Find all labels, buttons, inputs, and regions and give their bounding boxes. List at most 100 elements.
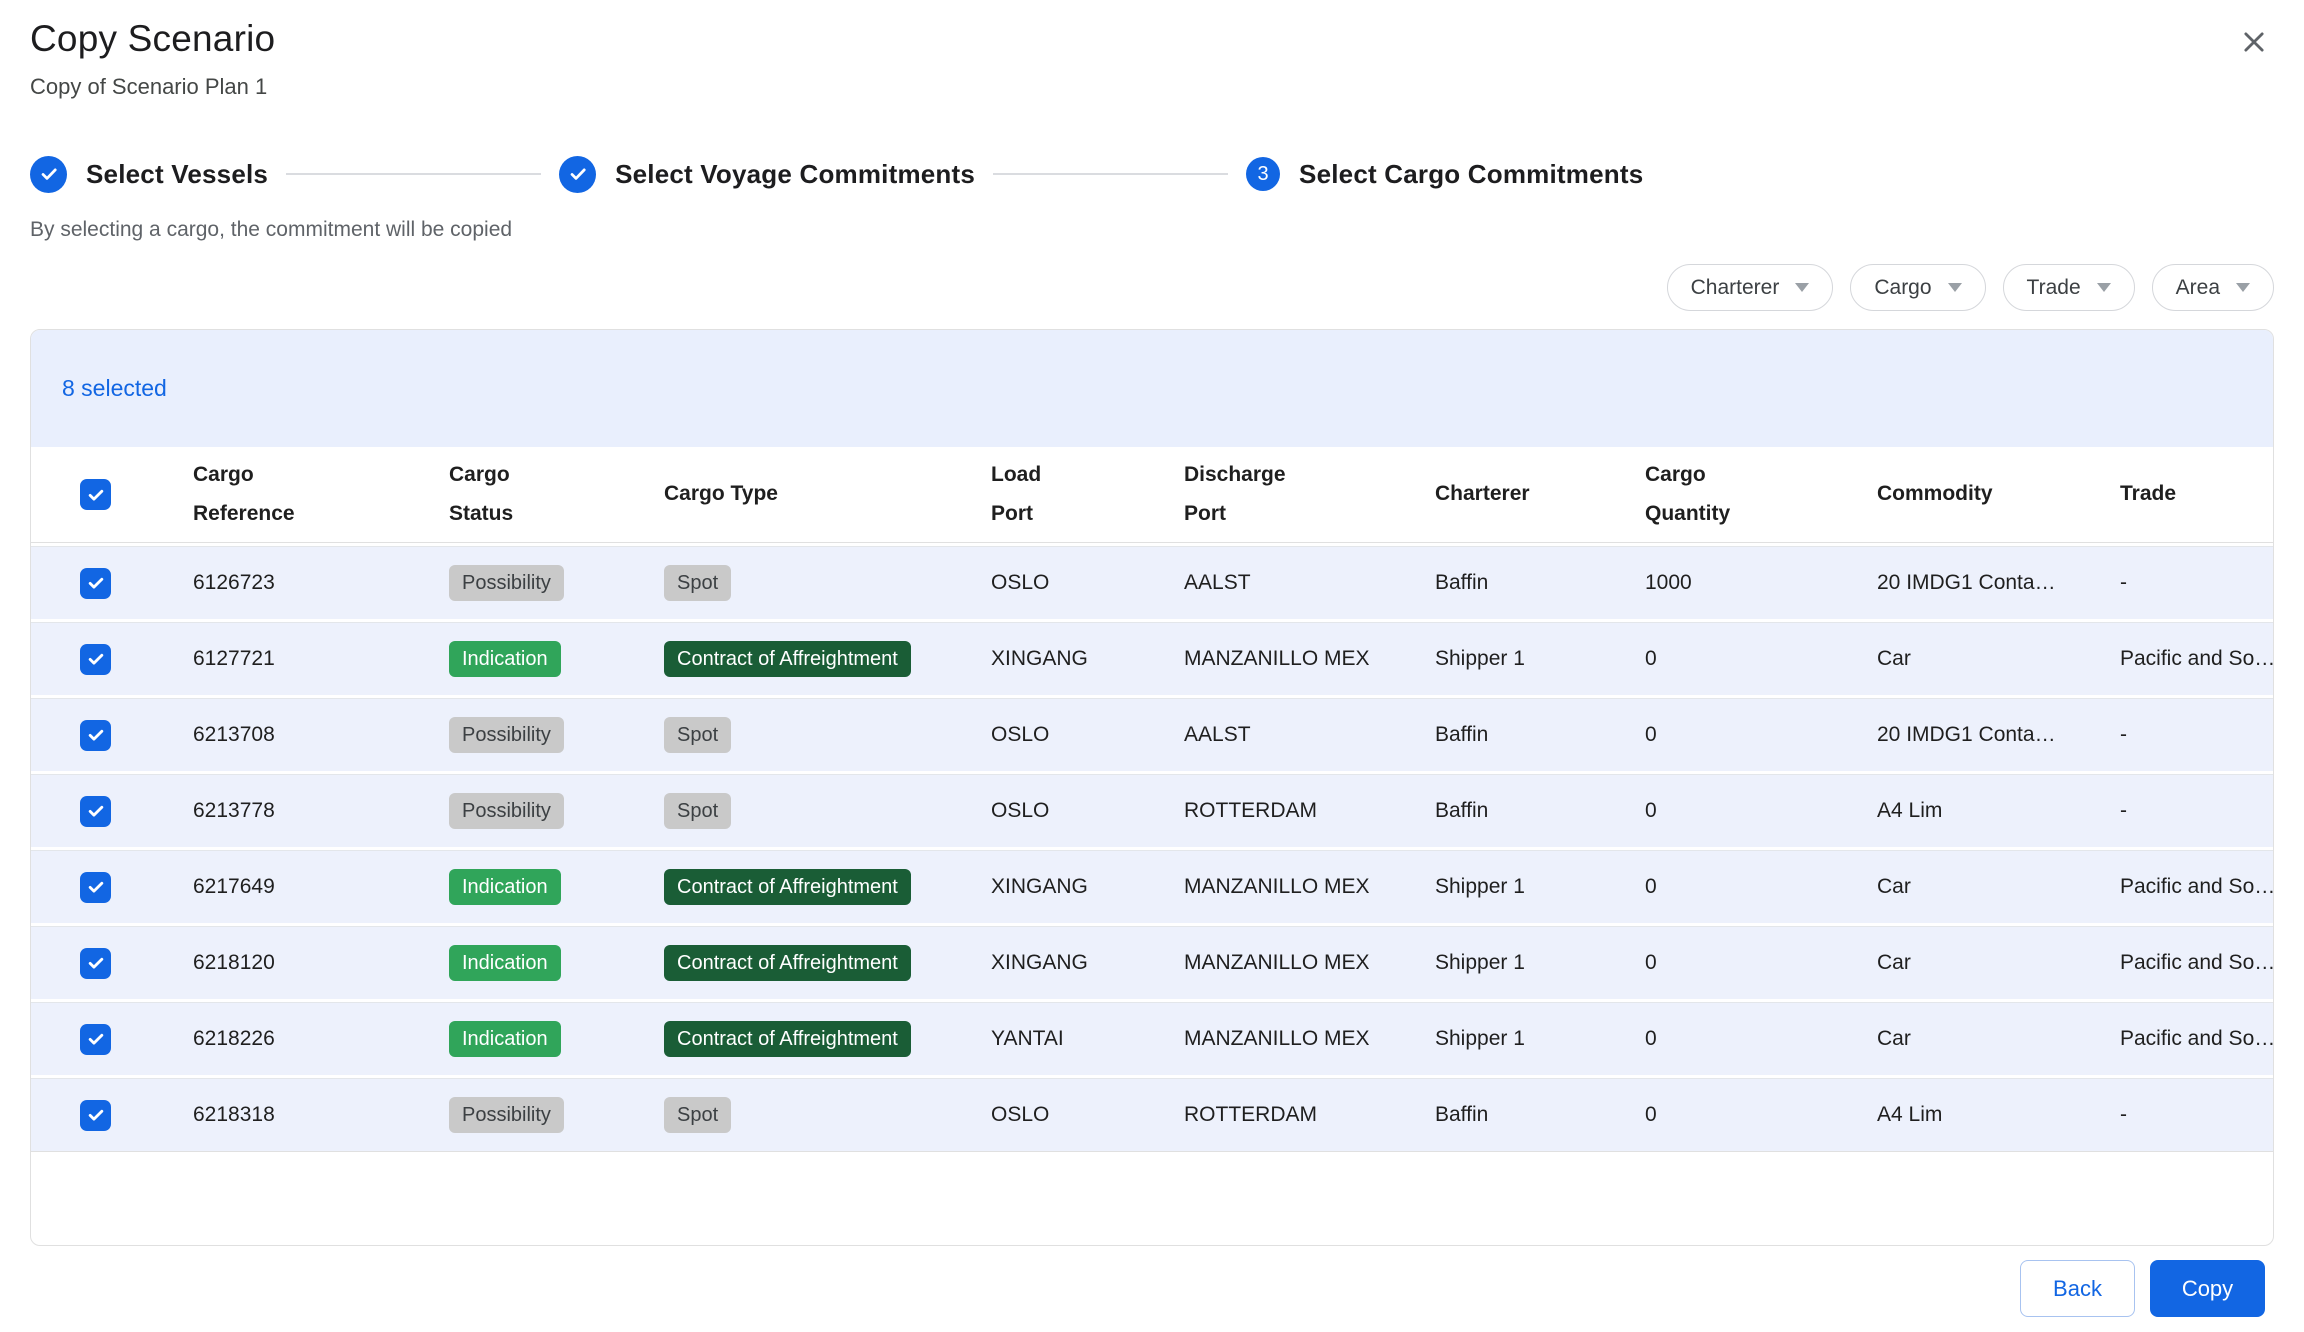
step-label: Select Voyage Commitments <box>615 159 975 190</box>
column-header-cargo-quantity: Cargo Quantity <box>1645 456 1877 534</box>
column-header-trade: Trade <box>2120 475 2273 514</box>
cargo-quantity-cell: 0 <box>1645 1103 1877 1127</box>
dialog-title-block: Copy Scenario Copy of Scenario Plan 1 <box>30 18 275 100</box>
dialog-subtitle: Copy of Scenario Plan 1 <box>30 74 275 100</box>
copy-button[interactable]: Copy <box>2150 1260 2265 1317</box>
selected-count: 8 selected <box>62 375 167 402</box>
commodity-cell: Car <box>1877 951 2120 975</box>
row-checkbox[interactable] <box>80 568 111 599</box>
cargo-type-badge: Spot <box>664 1097 731 1133</box>
table-row[interactable]: 6217649 Indication Contract of Affreight… <box>31 850 2273 923</box>
row-checkbox[interactable] <box>80 1100 111 1131</box>
discharge-port-cell: MANZANILLO MEX <box>1184 647 1435 671</box>
copy-scenario-dialog: Copy Scenario Copy of Scenario Plan 1 Se… <box>0 0 2304 1332</box>
cargo-quantity-cell: 0 <box>1645 799 1877 823</box>
filter-bar: Charterer Cargo Trade Area <box>30 264 2274 311</box>
step-select-vessels[interactable]: Select Vessels <box>30 156 268 193</box>
step-select-voyage-commitments[interactable]: Select Voyage Commitments <box>559 156 975 193</box>
charterer-cell: Baffin <box>1435 799 1645 823</box>
check-icon <box>559 156 596 193</box>
row-checkbox[interactable] <box>80 644 111 675</box>
cargo-quantity-cell: 0 <box>1645 875 1877 899</box>
trade-cell: - <box>2120 571 2273 595</box>
page-title: Copy Scenario <box>30 18 275 60</box>
row-checkbox[interactable] <box>80 1024 111 1055</box>
close-icon[interactable] <box>2234 22 2274 62</box>
charterer-cell: Shipper 1 <box>1435 951 1645 975</box>
commodity-cell: 20 IMDG1 Conta… <box>1877 723 2120 747</box>
cargo-type-badge: Spot <box>664 717 731 753</box>
cargo-status-badge: Indication <box>449 869 561 905</box>
commodity-cell: Car <box>1877 1027 2120 1051</box>
column-header-commodity: Commodity <box>1877 475 2120 514</box>
select-all-checkbox[interactable] <box>80 479 111 510</box>
table-row[interactable]: 6218120 Indication Contract of Affreight… <box>31 926 2273 999</box>
filter-trade-dropdown[interactable]: Trade <box>2003 264 2135 311</box>
cargo-status-badge: Possibility <box>449 717 564 753</box>
row-checkbox[interactable] <box>80 948 111 979</box>
chevron-down-icon <box>1795 283 1809 292</box>
column-header-load-port: Load Port <box>991 456 1184 534</box>
load-port-cell: XINGANG <box>991 875 1184 899</box>
charterer-cell: Shipper 1 <box>1435 875 1645 899</box>
cargo-reference-cell: 6218226 <box>193 1027 449 1051</box>
filter-charterer-dropdown[interactable]: Charterer <box>1667 264 1834 311</box>
column-header-cargo-type: Cargo Type <box>664 475 991 514</box>
cargo-type-badge: Contract of Affreightment <box>664 869 911 905</box>
table-row[interactable]: 6218226 Indication Contract of Affreight… <box>31 1002 2273 1075</box>
row-checkbox[interactable] <box>80 796 111 827</box>
load-port-cell: YANTAI <box>991 1027 1184 1051</box>
column-header-cargo-status: Cargo Status <box>449 456 664 534</box>
table-header-row: Cargo Reference Cargo Status Cargo Type … <box>31 447 2273 543</box>
discharge-port-cell: MANZANILLO MEX <box>1184 1027 1435 1051</box>
charterer-cell: Shipper 1 <box>1435 647 1645 671</box>
cargo-quantity-cell: 0 <box>1645 723 1877 747</box>
chevron-down-icon <box>2097 283 2111 292</box>
table-row[interactable]: 6213708 Possibility Spot OSLO AALST Baff… <box>31 698 2273 771</box>
back-button[interactable]: Back <box>2020 1260 2135 1317</box>
load-port-cell: XINGANG <box>991 951 1184 975</box>
column-header-discharge-port: Discharge Port <box>1184 456 1435 534</box>
cargo-reference-cell: 6126723 <box>193 571 449 595</box>
selection-banner: 8 selected <box>31 330 2273 447</box>
cargo-quantity-cell: 0 <box>1645 647 1877 671</box>
trade-cell: Pacific and So… <box>2120 875 2273 899</box>
commodity-cell: Car <box>1877 647 2120 671</box>
cargo-status-badge: Possibility <box>449 1097 564 1133</box>
table-row[interactable]: 6126723 Possibility Spot OSLO AALST Baff… <box>31 546 2273 619</box>
load-port-cell: XINGANG <box>991 647 1184 671</box>
stepper-connector <box>286 173 541 175</box>
row-checkbox[interactable] <box>80 872 111 903</box>
table-body: 6126723 Possibility Spot OSLO AALST Baff… <box>31 546 2273 1152</box>
trade-cell: - <box>2120 1103 2273 1127</box>
step-label: Select Cargo Commitments <box>1299 159 1643 190</box>
cargo-status-badge: Indication <box>449 945 561 981</box>
step-select-cargo-commitments[interactable]: 3 Select Cargo Commitments <box>1246 157 1643 191</box>
step-number-badge: 3 <box>1246 157 1280 191</box>
charterer-cell: Baffin <box>1435 1103 1645 1127</box>
cargo-reference-cell: 6213778 <box>193 799 449 823</box>
commodity-cell: 20 IMDG1 Conta… <box>1877 571 2120 595</box>
discharge-port-cell: MANZANILLO MEX <box>1184 951 1435 975</box>
cargo-type-badge: Contract of Affreightment <box>664 945 911 981</box>
cargo-reference-cell: 6218318 <box>193 1103 449 1127</box>
commodity-cell: A4 Lim <box>1877 1103 2120 1127</box>
table-row[interactable]: 6218318 Possibility Spot OSLO ROTTERDAM … <box>31 1078 2273 1151</box>
cargo-type-badge: Spot <box>664 793 731 829</box>
commodity-cell: Car <box>1877 875 2120 899</box>
table-row[interactable]: 6127721 Indication Contract of Affreight… <box>31 622 2273 695</box>
discharge-port-cell: ROTTERDAM <box>1184 1103 1435 1127</box>
load-port-cell: OSLO <box>991 571 1184 595</box>
charterer-cell: Shipper 1 <box>1435 1027 1645 1051</box>
discharge-port-cell: AALST <box>1184 723 1435 747</box>
row-checkbox[interactable] <box>80 720 111 751</box>
cargo-type-badge: Contract of Affreightment <box>664 1021 911 1057</box>
charterer-cell: Baffin <box>1435 571 1645 595</box>
filter-cargo-dropdown[interactable]: Cargo <box>1850 264 1985 311</box>
discharge-port-cell: AALST <box>1184 571 1435 595</box>
chevron-down-icon <box>2236 283 2250 292</box>
filter-area-dropdown[interactable]: Area <box>2152 264 2274 311</box>
stepper: Select Vessels Select Voyage Commitments… <box>30 152 2274 196</box>
load-port-cell: OSLO <box>991 723 1184 747</box>
table-row[interactable]: 6213778 Possibility Spot OSLO ROTTERDAM … <box>31 774 2273 847</box>
